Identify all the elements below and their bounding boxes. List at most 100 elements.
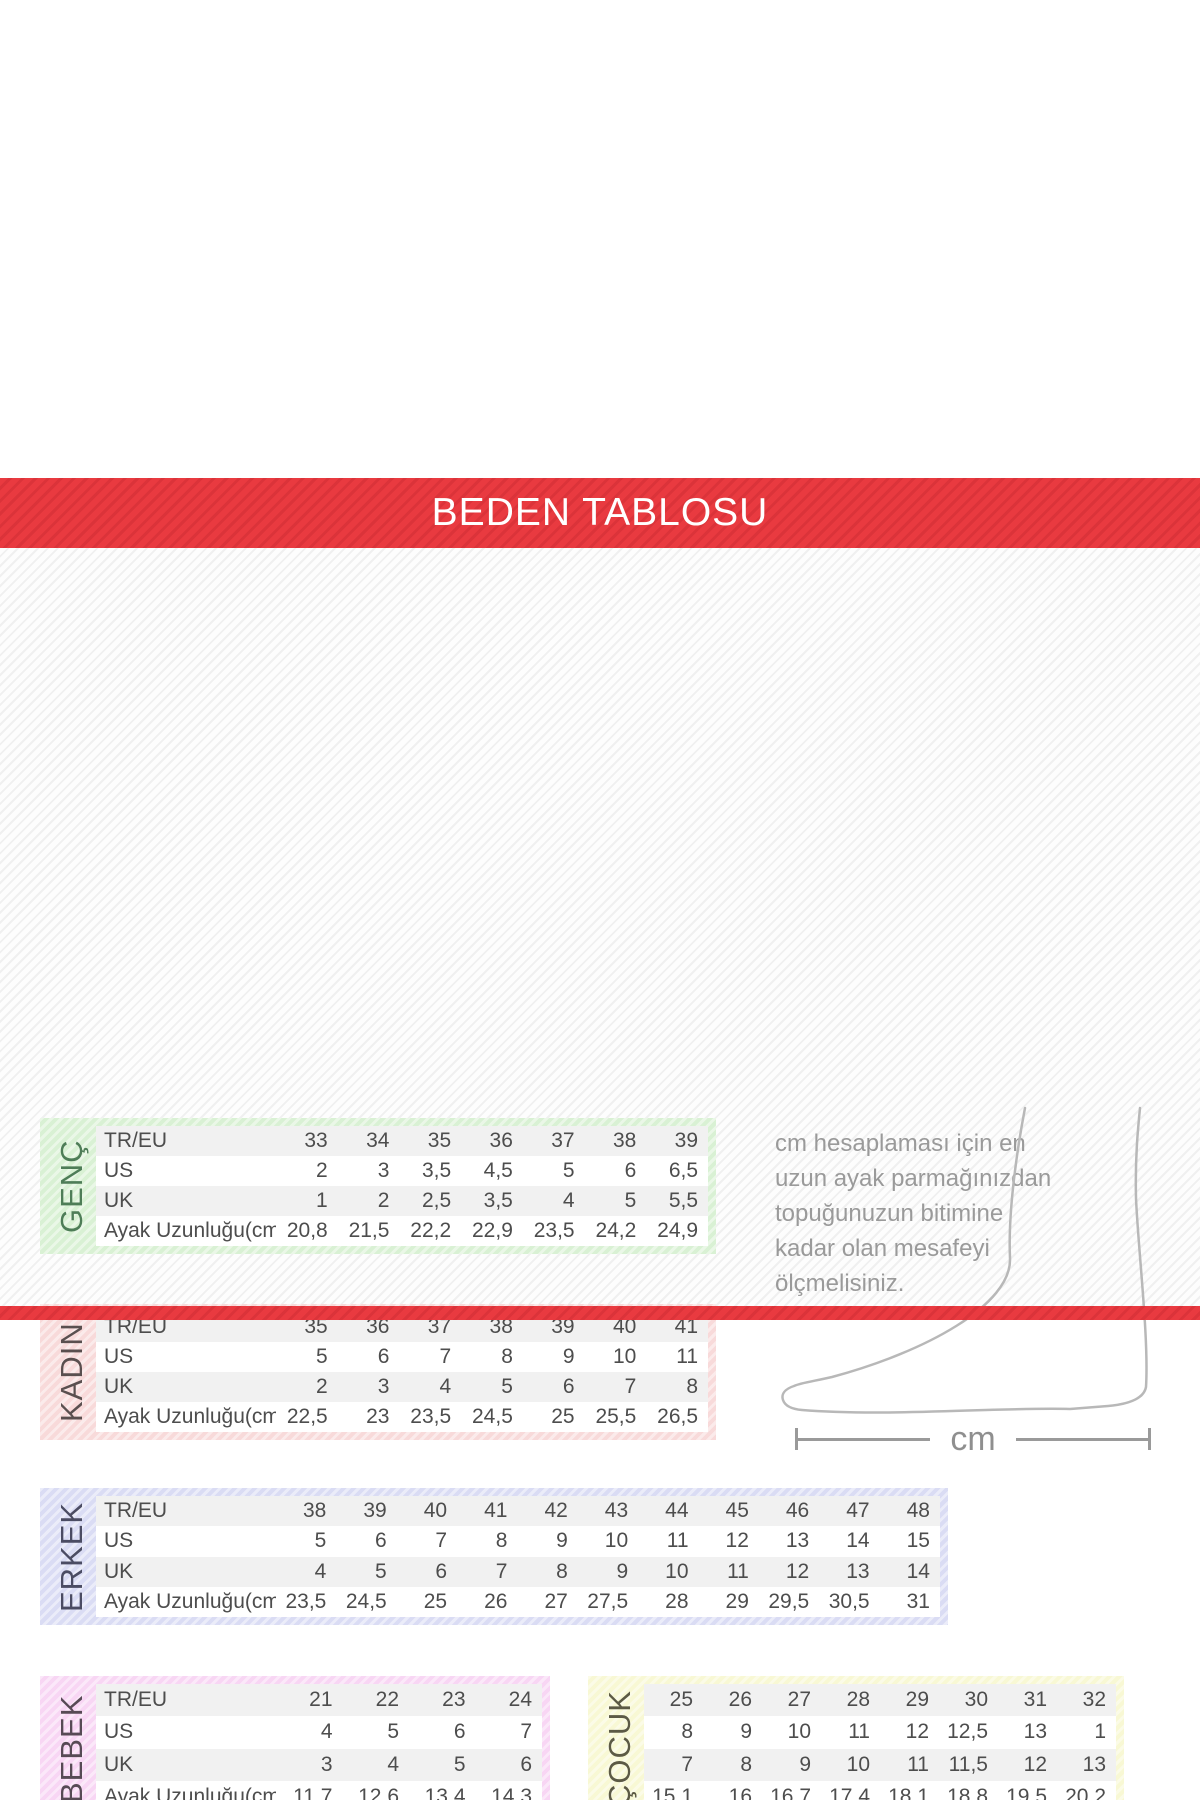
size-cell: 17,4	[829, 1784, 870, 1800]
size-cell: 23,5	[533, 1219, 575, 1242]
size-cell: 2	[316, 1375, 328, 1398]
size-cell: 39	[551, 1315, 575, 1338]
size-cell: 38	[303, 1499, 327, 1523]
table-row: 7 8 9 10 11 11,5 12 13	[644, 1748, 1116, 1781]
size-cell: 9	[740, 1720, 752, 1744]
row-label-cell: UK	[104, 1375, 134, 1398]
size-cell: 45	[725, 1499, 749, 1523]
row-label-cell: US	[104, 1529, 134, 1553]
size-cell: 29	[725, 1589, 749, 1613]
size-cell: 11	[907, 1752, 929, 1776]
note-line: topuğunuzun bitimine	[775, 1200, 1004, 1227]
size-cell: 9	[616, 1559, 629, 1583]
erkek-grid: TR/EU 38 39 40 41 42 43 44 45 46 47 48 US 5 6 7 8 9 10 11 12…	[96, 1496, 940, 1617]
size-cell: 8	[681, 1720, 693, 1744]
size-cell: 38	[612, 1129, 637, 1152]
size-cell: 11,5	[948, 1752, 988, 1776]
size-cell: 4	[314, 1559, 327, 1583]
size-cell: 25	[669, 1688, 693, 1712]
size-cell: 1	[316, 1189, 328, 1212]
size-cell: 8	[556, 1559, 568, 1583]
size-cell: 2,5	[421, 1189, 452, 1212]
cm-measure-line: cm	[795, 1420, 1152, 1458]
size-cell: 11	[676, 1345, 699, 1368]
measure-segment-left	[798, 1437, 931, 1441]
size-cell: 18,1	[888, 1784, 929, 1800]
size-cell: 4	[387, 1752, 399, 1776]
size-cell: 25	[423, 1589, 448, 1613]
size-cell: 2	[316, 1159, 328, 1182]
row-label-cell: Ayak Uzunluğu(cm)	[104, 1784, 276, 1800]
size-cell: 22,5	[286, 1405, 328, 1428]
size-cell: 8	[495, 1529, 508, 1553]
table-row: UK 3 4 5 6	[96, 1748, 542, 1781]
size-cell: 13,4	[424, 1784, 466, 1800]
size-cell: 3,5	[483, 1189, 513, 1212]
footer-bar	[0, 1306, 1200, 1320]
measure-unit-label: cm	[950, 1420, 996, 1458]
size-cell: 6	[435, 1559, 448, 1583]
size-cell: 21,5	[348, 1219, 390, 1242]
table-row: UK 4 5 6 7 8 9 10 11 12 13 14	[96, 1556, 940, 1587]
size-cell: 21	[309, 1688, 333, 1712]
size-cell: 44	[665, 1499, 689, 1523]
size-cell: 13	[785, 1529, 810, 1553]
size-cell: 24	[508, 1688, 532, 1712]
size-cell: 6	[520, 1752, 532, 1776]
foot-illustration	[781, 1106, 1148, 1414]
size-cell: 37	[427, 1315, 452, 1338]
erkek-label: ERKEK	[54, 1501, 89, 1612]
size-cell: 11	[727, 1559, 749, 1583]
content-area: GENÇ TR/EU 33 34 35 36 37 38 39 US 2 3 3,5 4,5 5 6 6,5 U…	[0, 548, 1200, 1800]
size-cell: 5	[387, 1720, 399, 1744]
size-cell: 11,7	[293, 1784, 333, 1800]
size-cell: 3	[320, 1752, 333, 1776]
size-cell: 13	[1082, 1752, 1106, 1776]
size-cell: 27	[544, 1589, 568, 1613]
size-cell: 12,5	[947, 1720, 988, 1744]
row-label-cell: UK	[104, 1559, 134, 1583]
size-cell: 22,2	[410, 1219, 452, 1242]
size-cell: 39	[674, 1129, 699, 1152]
size-cell: 8	[740, 1752, 752, 1776]
size-cell: 32	[1082, 1688, 1106, 1712]
size-cell: 24,9	[657, 1219, 699, 1242]
table-row: US 4 5 6 7	[96, 1716, 542, 1749]
size-cell: 35	[427, 1129, 452, 1152]
size-cell: 43	[604, 1499, 629, 1523]
size-cell: 4	[439, 1375, 452, 1398]
table-row: 25 26 27 28 29 30 31 32	[644, 1684, 1116, 1717]
table-row: Ayak Uzunluğu(cm) 11,7 12,6 13,4 14,3	[96, 1780, 542, 1800]
size-cell: 5	[314, 1529, 327, 1553]
size-cell: 14	[906, 1559, 930, 1583]
size-cell: 30	[964, 1688, 988, 1712]
size-cell: 22,9	[472, 1219, 513, 1242]
size-cell: 28	[665, 1589, 689, 1613]
note-line: cm hesaplaması için en	[775, 1130, 1026, 1157]
table-row: Ayak Uzunluğu(cm) 20,8 21,5 22,2 22,9 23,5 24,…	[96, 1216, 708, 1246]
size-cell: 5	[501, 1375, 513, 1398]
size-cell: 16,7	[770, 1784, 811, 1800]
size-cell: 9	[562, 1345, 575, 1368]
size-cell: 3,5	[421, 1159, 452, 1182]
size-cell: 7	[520, 1720, 532, 1744]
size-cell: 15,1	[652, 1784, 693, 1800]
size-cell: 35	[304, 1315, 328, 1338]
banner: BEDEN TABLOSU	[0, 478, 1200, 548]
size-cell: 24,2	[595, 1219, 637, 1242]
size-cell: 31	[906, 1589, 930, 1613]
size-cell: 1	[1094, 1720, 1106, 1744]
size-cell: 39	[363, 1499, 387, 1523]
size-cell: 12	[785, 1559, 810, 1583]
size-cell: 2	[377, 1189, 390, 1212]
size-cell: 20,2	[1065, 1784, 1106, 1800]
size-cell: 13	[1023, 1720, 1047, 1744]
size-table-kadin: KADIN TR/EU 35 36 37 38 39 40 41 US 5 6 7 8 9 10 11 UK 2 3…	[40, 1304, 716, 1440]
size-cell: 10	[665, 1559, 689, 1583]
size-cell: 36	[489, 1129, 513, 1152]
size-cell: 10	[612, 1345, 637, 1368]
size-cell: 6	[377, 1345, 390, 1368]
row-label-cell: Ayak Uzunluğu(cm)	[104, 1405, 276, 1428]
row-label-cell: TR/EU	[104, 1499, 167, 1523]
size-cell: 29	[905, 1688, 929, 1712]
